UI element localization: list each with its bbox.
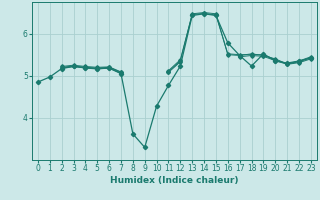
X-axis label: Humidex (Indice chaleur): Humidex (Indice chaleur) <box>110 176 239 185</box>
